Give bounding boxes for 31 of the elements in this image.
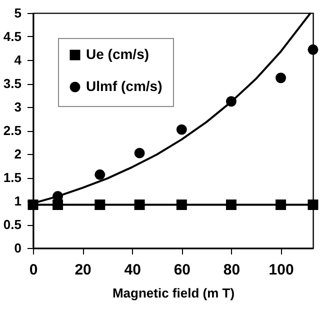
x-axis-title: Magnetic field (m T) [112, 286, 235, 300]
y-tick-label: 0 [14, 240, 22, 256]
point [134, 200, 145, 210]
y-tick-label: 2 [14, 146, 22, 162]
x-tick-label: 0 [29, 262, 38, 278]
y-tick-label: 1.5 [3, 170, 22, 185]
x-tick-label: 100 [268, 262, 294, 278]
point [176, 200, 187, 210]
y-tick-label: 1 [14, 194, 22, 208]
point [276, 200, 286, 210]
y-tick-label: 2.5 [3, 123, 22, 138]
point [308, 44, 318, 55]
y-tick-label: 5 [14, 6, 22, 20]
x-tick-label: 40 [124, 262, 141, 278]
point [308, 200, 318, 210]
y-tick-label: 3.5 [3, 76, 22, 91]
y-tick-label: 0.5 [3, 217, 22, 232]
y-tick-label: 3 [14, 100, 22, 114]
point [94, 169, 106, 180]
x-tick-label: 20 [74, 262, 92, 278]
legend-label: Ue (cm/s) [86, 46, 150, 62]
point [276, 72, 286, 84]
x-tick-label: 60 [174, 262, 191, 278]
y-tick-label: 4 [14, 52, 22, 68]
point [176, 124, 187, 135]
point [94, 200, 106, 210]
legend-label: Ulmf (cm/s) [86, 78, 162, 94]
y-tick-label: 4.5 [3, 29, 22, 44]
x-tick-label: 80 [223, 262, 240, 278]
point [134, 148, 145, 158]
point [226, 200, 236, 210]
